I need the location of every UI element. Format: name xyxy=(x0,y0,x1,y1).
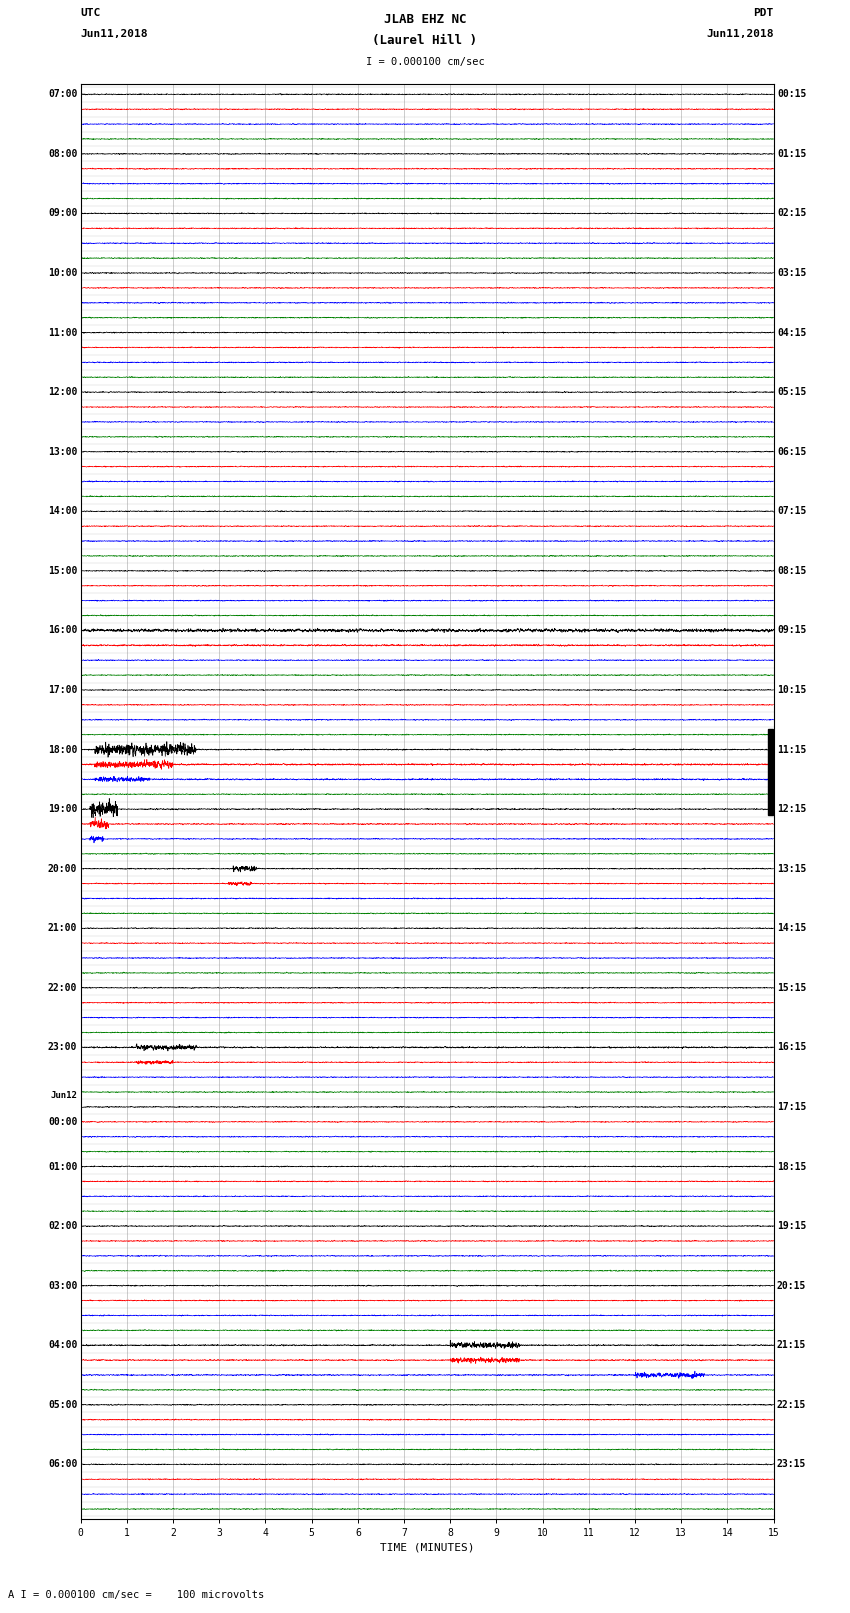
Text: 21:15: 21:15 xyxy=(777,1340,807,1350)
Text: 16:00: 16:00 xyxy=(48,626,77,636)
Text: 03:00: 03:00 xyxy=(48,1281,77,1290)
Text: 21:00: 21:00 xyxy=(48,923,77,934)
Text: 17:15: 17:15 xyxy=(777,1102,807,1111)
Text: 01:15: 01:15 xyxy=(777,148,807,158)
Text: 23:00: 23:00 xyxy=(48,1042,77,1052)
Text: PDT: PDT xyxy=(753,8,774,18)
Text: I = 0.000100 cm/sec: I = 0.000100 cm/sec xyxy=(366,56,484,68)
Text: 08:15: 08:15 xyxy=(777,566,807,576)
Text: Jun12: Jun12 xyxy=(50,1090,77,1100)
Text: 02:00: 02:00 xyxy=(48,1221,77,1231)
Text: 08:00: 08:00 xyxy=(48,148,77,158)
Text: 12:00: 12:00 xyxy=(48,387,77,397)
Text: 09:00: 09:00 xyxy=(48,208,77,218)
Text: 11:15: 11:15 xyxy=(777,745,807,755)
Text: 20:00: 20:00 xyxy=(48,863,77,874)
Text: JLAB EHZ NC: JLAB EHZ NC xyxy=(383,13,467,26)
Text: 15:15: 15:15 xyxy=(777,982,807,994)
Text: 20:15: 20:15 xyxy=(777,1281,807,1290)
Text: 07:15: 07:15 xyxy=(777,506,807,516)
Text: 22:00: 22:00 xyxy=(48,982,77,994)
Text: 19:00: 19:00 xyxy=(48,805,77,815)
Text: 23:15: 23:15 xyxy=(777,1460,807,1469)
Text: 10:00: 10:00 xyxy=(48,268,77,277)
X-axis label: TIME (MINUTES): TIME (MINUTES) xyxy=(380,1542,474,1553)
Text: 01:00: 01:00 xyxy=(48,1161,77,1171)
Text: 10:15: 10:15 xyxy=(777,686,807,695)
Text: UTC: UTC xyxy=(81,8,101,18)
Text: 04:15: 04:15 xyxy=(777,327,807,337)
Text: 19:15: 19:15 xyxy=(777,1221,807,1231)
Text: Jun11,2018: Jun11,2018 xyxy=(81,29,148,39)
Text: 13:00: 13:00 xyxy=(48,447,77,456)
Text: 02:15: 02:15 xyxy=(777,208,807,218)
Text: 05:00: 05:00 xyxy=(48,1400,77,1410)
Text: 04:00: 04:00 xyxy=(48,1340,77,1350)
Text: 22:15: 22:15 xyxy=(777,1400,807,1410)
Text: 09:15: 09:15 xyxy=(777,626,807,636)
Text: 18:00: 18:00 xyxy=(48,745,77,755)
Text: 12:15: 12:15 xyxy=(777,805,807,815)
Text: 14:00: 14:00 xyxy=(48,506,77,516)
Text: A I = 0.000100 cm/sec =    100 microvolts: A I = 0.000100 cm/sec = 100 microvolts xyxy=(8,1590,264,1600)
Text: 06:15: 06:15 xyxy=(777,447,807,456)
Text: 17:00: 17:00 xyxy=(48,686,77,695)
Text: 06:00: 06:00 xyxy=(48,1460,77,1469)
Text: 18:15: 18:15 xyxy=(777,1161,807,1171)
Text: 03:15: 03:15 xyxy=(777,268,807,277)
Text: (Laurel Hill ): (Laurel Hill ) xyxy=(372,34,478,47)
Bar xyxy=(768,729,774,815)
Text: 13:15: 13:15 xyxy=(777,863,807,874)
Text: Jun11,2018: Jun11,2018 xyxy=(706,29,774,39)
Text: 00:15: 00:15 xyxy=(777,89,807,100)
Text: 14:15: 14:15 xyxy=(777,923,807,934)
Text: 15:00: 15:00 xyxy=(48,566,77,576)
Text: 00:00: 00:00 xyxy=(48,1116,77,1127)
Text: 05:15: 05:15 xyxy=(777,387,807,397)
Text: 07:00: 07:00 xyxy=(48,89,77,100)
Text: 11:00: 11:00 xyxy=(48,327,77,337)
Text: 16:15: 16:15 xyxy=(777,1042,807,1052)
